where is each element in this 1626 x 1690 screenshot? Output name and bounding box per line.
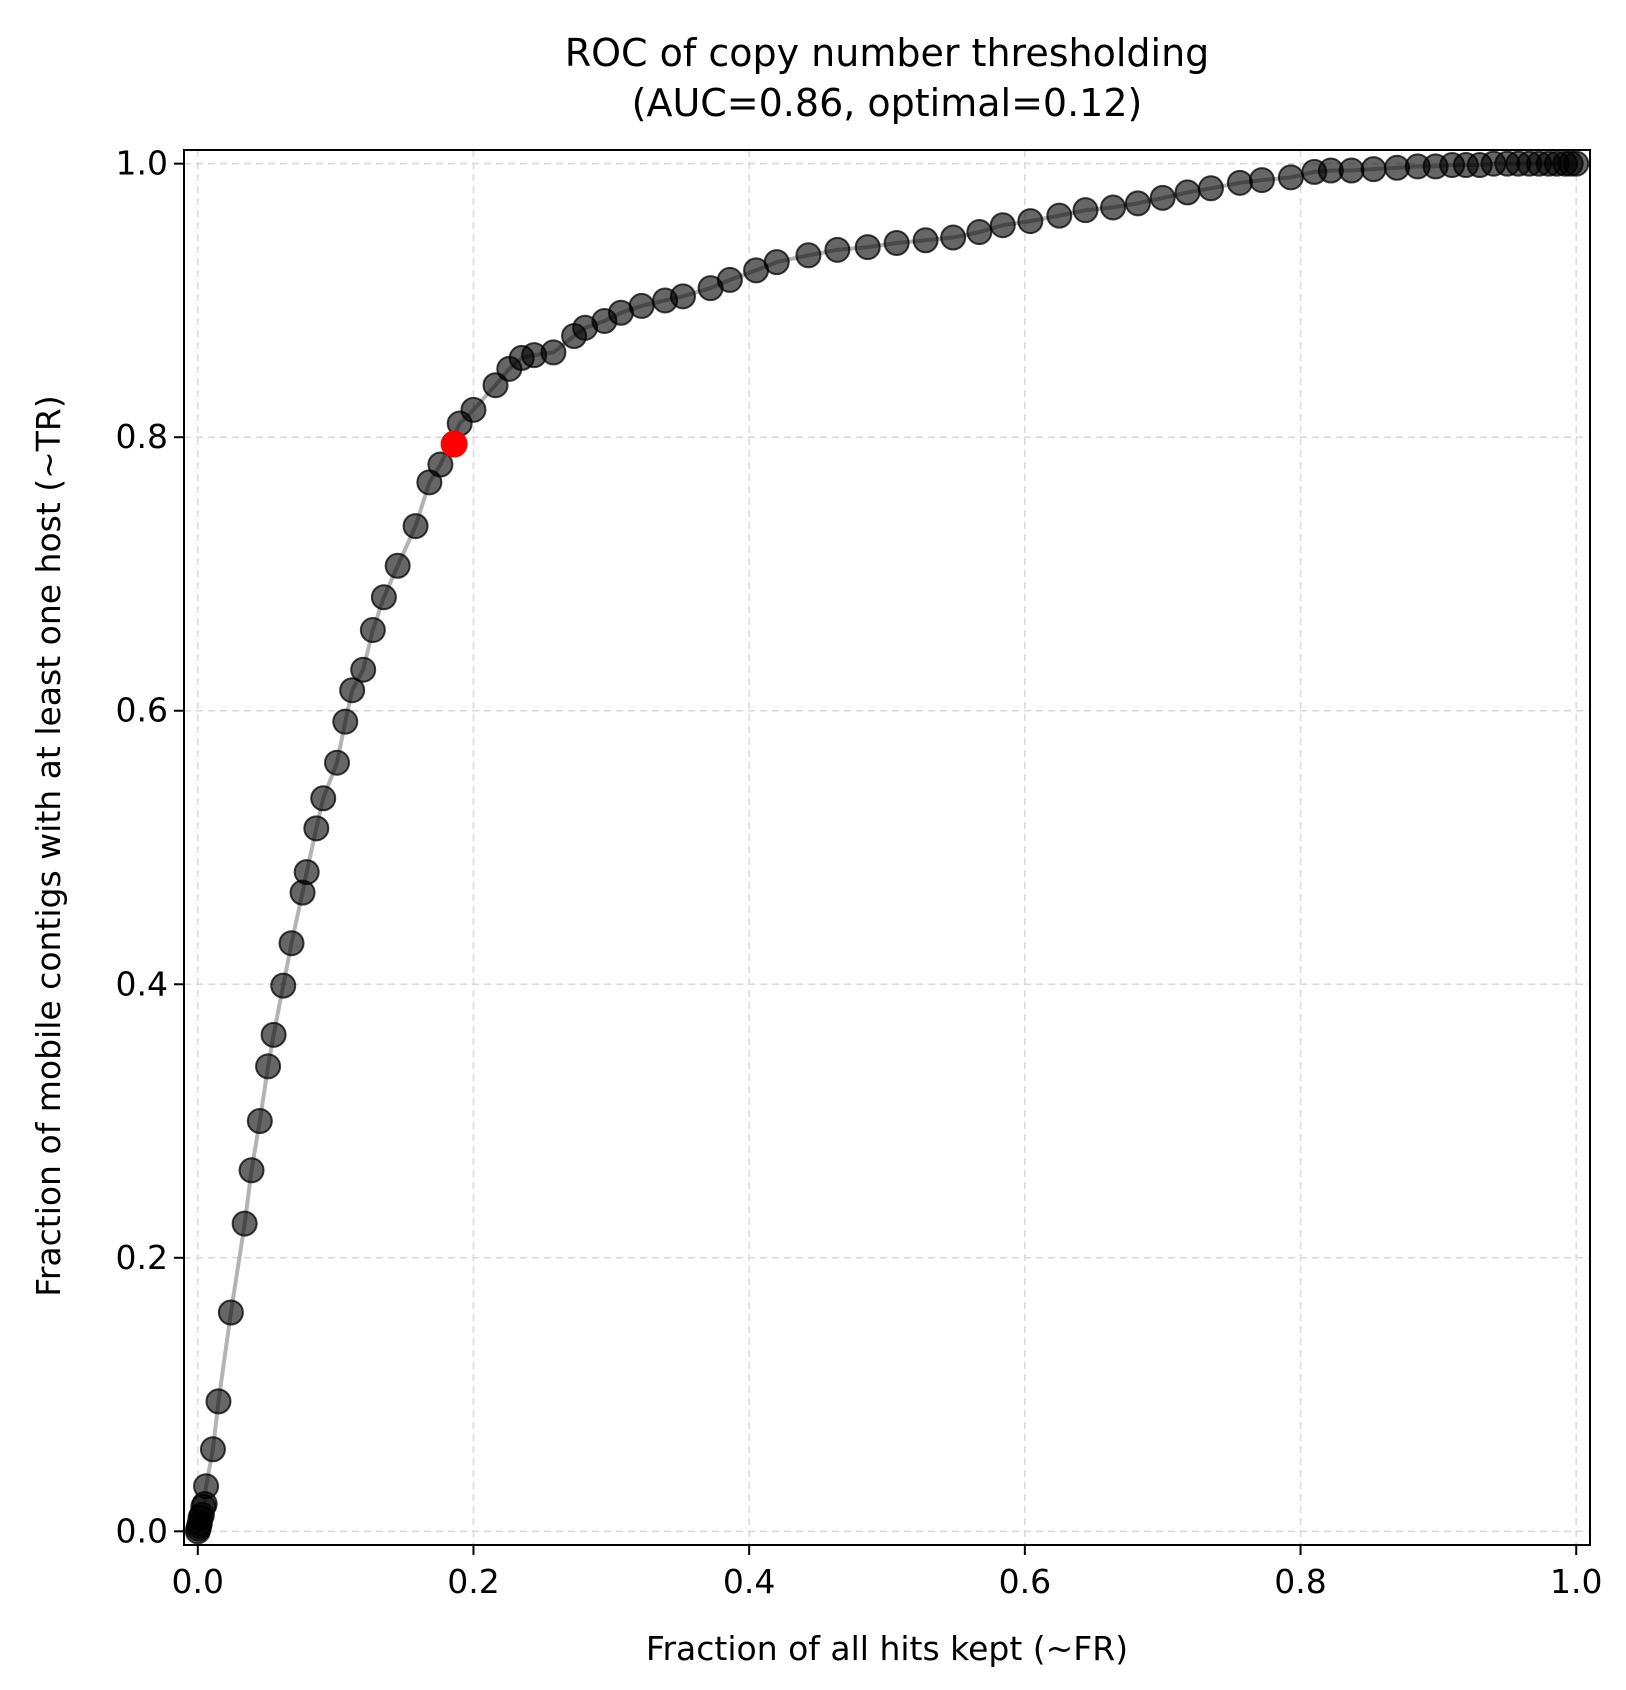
roc-point — [1197, 175, 1224, 202]
roc-point — [824, 236, 851, 263]
roc-point — [324, 749, 351, 776]
roc-point — [795, 242, 822, 269]
y-axis-label: Fraction of mobile contigs with at least… — [29, 395, 68, 1297]
y-tick-label: 0.6 — [116, 691, 168, 730]
roc-point — [1277, 164, 1304, 191]
roc-point — [359, 617, 386, 644]
plot-frame — [183, 149, 1591, 1546]
axis-ticks: 0.0 0.2 0.4 0.6 0.8 1.0 0.0 0.2 0.4 0.6 0.8 1.0 — [116, 144, 1603, 1601]
roc-point — [260, 1021, 287, 1048]
roc-point — [402, 513, 429, 540]
roc-point — [763, 249, 790, 276]
y-tick-label: 0.4 — [116, 964, 168, 1003]
roc-point — [193, 1473, 220, 1500]
roc-point — [205, 1388, 232, 1415]
roc-point — [1226, 169, 1253, 196]
grid — [184, 150, 1590, 1545]
roc-point — [199, 1436, 226, 1463]
roc-point — [912, 227, 939, 254]
roc-point — [1149, 184, 1176, 211]
roc-point — [628, 292, 655, 319]
roc-point — [427, 451, 454, 478]
chart-title: ROC of copy number thresholding — [565, 31, 1210, 75]
roc-point — [1174, 179, 1201, 206]
y-tick-label: 0.8 — [116, 417, 168, 456]
roc-point — [966, 219, 993, 246]
roc-point — [217, 1299, 244, 1326]
optimal-point — [440, 430, 468, 458]
roc-point — [540, 339, 567, 366]
roc-point — [270, 972, 297, 999]
roc-point — [339, 677, 366, 704]
roc-point — [482, 372, 509, 399]
roc-point — [716, 266, 743, 293]
roc-point — [370, 584, 397, 611]
x-axis-label: Fraction of all hits kept (~FR) — [646, 1629, 1128, 1668]
roc-point — [883, 230, 910, 256]
y-tick-label: 0.2 — [116, 1238, 168, 1277]
roc-point — [1248, 167, 1275, 194]
roc-point — [332, 708, 359, 735]
roc-point — [1046, 202, 1073, 229]
roc-point — [989, 212, 1016, 239]
roc-point — [350, 656, 377, 683]
roc-point — [669, 283, 696, 310]
roc-point — [1100, 194, 1127, 221]
optimal-point-layer — [440, 430, 468, 458]
chart-subtitle: (AUC=0.86, optimal=0.12) — [632, 81, 1143, 125]
roc-point — [231, 1210, 258, 1237]
roc-point — [1072, 197, 1099, 224]
roc-point — [255, 1053, 282, 1080]
roc-point — [384, 552, 411, 579]
x-tick-label: 0.2 — [447, 1562, 499, 1601]
roc-point — [238, 1157, 265, 1184]
x-tick-label: 0.8 — [1274, 1562, 1326, 1601]
roc-point — [1360, 156, 1387, 183]
x-tick-label: 0.4 — [723, 1562, 775, 1601]
y-tick-label: 1.0 — [116, 144, 168, 183]
roc-point — [278, 930, 305, 957]
roc-point — [293, 859, 320, 886]
roc-point — [246, 1108, 273, 1135]
x-tick-label: 0.0 — [172, 1562, 224, 1601]
roc-point — [1338, 157, 1365, 184]
x-tick-label: 1.0 — [1550, 1562, 1602, 1601]
roc-point — [460, 396, 487, 423]
y-tick-label: 0.0 — [116, 1511, 168, 1550]
roc-point — [1017, 208, 1044, 235]
roc-point — [940, 224, 967, 251]
roc-point — [1124, 190, 1151, 217]
roc-point — [310, 785, 337, 812]
roc-point — [303, 815, 330, 842]
x-tick-label: 0.6 — [999, 1562, 1051, 1601]
roc-point — [1563, 150, 1590, 177]
roc-points — [184, 150, 1590, 1545]
roc-point — [854, 234, 881, 261]
